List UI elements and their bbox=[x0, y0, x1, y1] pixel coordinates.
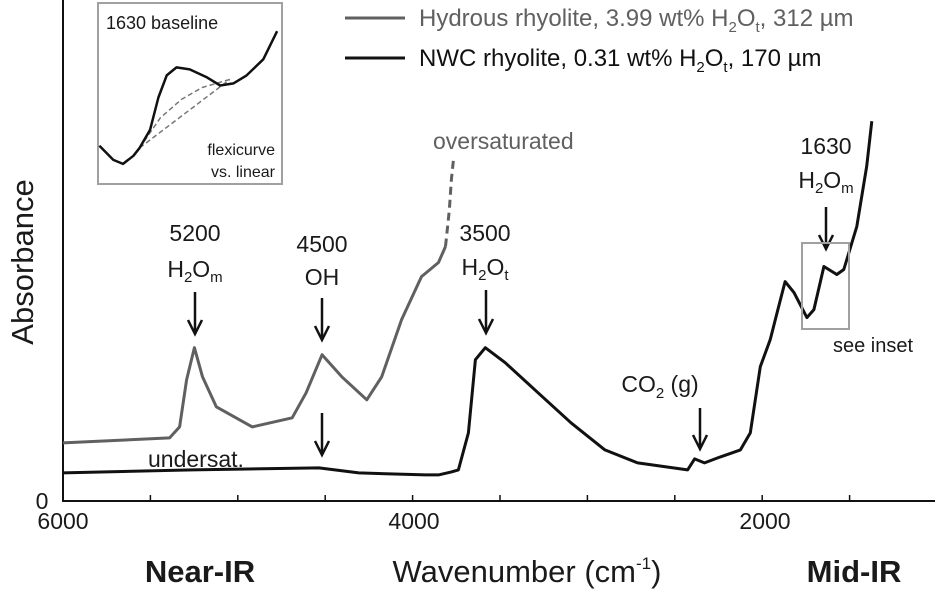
inset-panel: 1630 baseline flexicurve vs. linear bbox=[97, 2, 283, 185]
x-axis-label: Wavenumber (cm-1) bbox=[393, 554, 662, 589]
arrow-down-icon bbox=[817, 207, 835, 252]
inset-linear-baseline bbox=[139, 78, 231, 149]
series-hydrous-rhyolite-oversaturated-dashed bbox=[444, 159, 455, 247]
annotation-5200-wavenumber: 5200 bbox=[169, 220, 220, 246]
annotation-5200: 5200 H2Om bbox=[167, 220, 223, 337]
see-inset-label: see inset bbox=[833, 335, 913, 357]
inset-spectrum bbox=[98, 30, 279, 166]
undersaturated-label: undersat. bbox=[148, 446, 244, 472]
inset-region-box bbox=[801, 242, 850, 330]
annotation-4500: 4500 OH bbox=[296, 231, 348, 458]
arrow-down-icon bbox=[313, 298, 331, 343]
annotation-co2-label: CO2 (g) bbox=[621, 371, 698, 402]
x-tick-2000: 2000 bbox=[739, 508, 790, 534]
annotation-co2: CO2 (g) bbox=[621, 371, 709, 452]
arrow-down-icon bbox=[691, 408, 709, 452]
series-hydrous-rhyolite bbox=[62, 245, 447, 445]
series-nwc-rhyolite bbox=[62, 121, 874, 477]
annotation-1630-wavenumber: 1630 bbox=[800, 133, 851, 159]
mid-ir-label: Mid-IR bbox=[807, 554, 902, 589]
inset-flexicurve-baseline bbox=[139, 78, 231, 149]
annotation-3500-species: H2Ot bbox=[461, 254, 509, 284]
x-minor-ticks bbox=[149, 495, 851, 501]
arrow-down-icon bbox=[313, 413, 331, 458]
x-tick-6000: 6000 bbox=[37, 508, 88, 534]
arrow-down-icon bbox=[186, 292, 204, 337]
arrow-down-icon bbox=[477, 290, 495, 336]
annotation-1630-species: H2Om bbox=[798, 167, 853, 197]
annotation-4500-species: OH bbox=[305, 264, 340, 290]
legend-label-hydrous: Hydrous rhyolite, 3.99 wt% H2Ot, 312 µm bbox=[419, 5, 854, 36]
annotation-5200-species: H2Om bbox=[167, 256, 222, 286]
annotation-3500: 3500 H2Ot bbox=[459, 220, 511, 336]
legend: Hydrous rhyolite, 3.99 wt% H2Ot, 312 µm … bbox=[345, 5, 854, 76]
inset-title: 1630 baseline bbox=[106, 13, 218, 33]
y-axis-label: Absorbance bbox=[5, 179, 40, 344]
inset-frame bbox=[97, 2, 283, 185]
y-tick-0: 0 bbox=[36, 488, 49, 514]
annotation-1630: 1630 H2Om bbox=[798, 133, 854, 252]
inset-note-line2: vs. linear bbox=[211, 164, 276, 181]
annotation-3500-wavenumber: 3500 bbox=[459, 220, 510, 246]
oversaturated-label: oversaturated bbox=[433, 128, 574, 154]
x-tick-4000: 4000 bbox=[388, 508, 439, 534]
inset-note-line1: flexicurve bbox=[207, 142, 275, 159]
annotation-4500-wavenumber: 4500 bbox=[296, 231, 347, 257]
near-ir-label: Near-IR bbox=[145, 554, 255, 589]
legend-label-nwc: NWC rhyolite, 0.31 wt% H2Ot, 170 µm bbox=[419, 45, 821, 76]
